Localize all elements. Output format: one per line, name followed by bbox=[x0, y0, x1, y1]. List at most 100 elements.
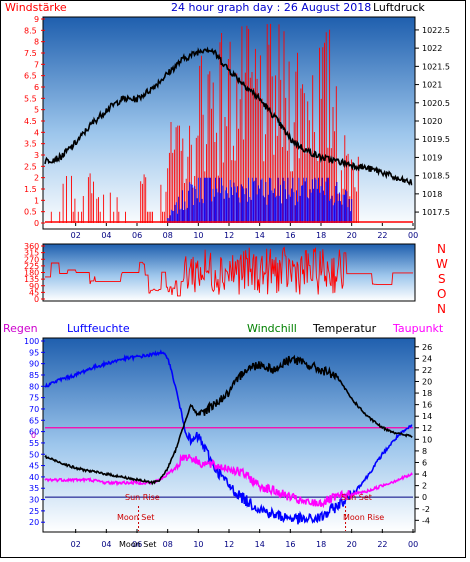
bottom-x-tick-label: 14 bbox=[255, 540, 265, 549]
compass-s: S bbox=[438, 272, 446, 286]
wind-tick-label: 1 bbox=[34, 196, 39, 205]
humidity-tick-label: 40 bbox=[29, 473, 39, 482]
bottom-x-tick-label: 18 bbox=[316, 540, 326, 549]
wind-tick-label: 5.5 bbox=[24, 94, 37, 103]
top-x-tick-label: 08 bbox=[163, 231, 173, 240]
direction-tick-label: 180 bbox=[24, 269, 39, 278]
pressure-tick-label: 1022.5 bbox=[422, 26, 450, 35]
bottom-x-tick-label: 00 bbox=[408, 540, 418, 549]
temperature-tick-label: 0 bbox=[422, 493, 427, 502]
direction-tick-label: 360 bbox=[24, 242, 39, 251]
temperature-label: Temperatur bbox=[312, 322, 377, 335]
wind-tick-label: 3.5 bbox=[24, 140, 37, 149]
direction-tick-label: 0 bbox=[34, 295, 39, 304]
temperature-tick-label: 26 bbox=[422, 343, 432, 352]
top-x-tick-label: 02 bbox=[71, 231, 81, 240]
top-x-tick-label: 14 bbox=[255, 231, 265, 240]
sun-set-label: Sun Set bbox=[341, 493, 372, 502]
compass-n-bottom: N bbox=[437, 302, 446, 316]
humidity-tick-label: 100 bbox=[24, 337, 39, 346]
direction-tick-label: 135 bbox=[24, 275, 39, 284]
humidity-tick-label: 25 bbox=[29, 507, 39, 516]
humidity-tick-label: 45 bbox=[29, 462, 39, 471]
wind-tick-label: 2.5 bbox=[24, 162, 37, 171]
humidity-label: Luftfeuchte bbox=[67, 322, 130, 335]
bottom-x-tick-label: 12 bbox=[224, 540, 234, 549]
wind-tick-label: 0 bbox=[34, 219, 39, 228]
direction-tick-label: 270 bbox=[24, 255, 39, 264]
rain-zero-label: 0 bbox=[31, 431, 36, 440]
bottom-x-tick-label: 16 bbox=[285, 540, 295, 549]
compass-o: O bbox=[437, 287, 446, 301]
wind-strength-label: Windstärke bbox=[5, 1, 67, 14]
humidity-tick-label: 20 bbox=[29, 518, 39, 527]
humidity-tick-label: 65 bbox=[29, 416, 39, 425]
temperature-tick-label: 12 bbox=[422, 424, 432, 433]
wind-tick-label: 4 bbox=[34, 128, 39, 137]
top-x-tick-label: 12 bbox=[224, 231, 234, 240]
top-x-tick-label: 06 bbox=[132, 231, 142, 240]
temperature-tick-label: 24 bbox=[422, 354, 432, 363]
bottom-x-tick-label: 02 bbox=[71, 540, 81, 549]
humidity-tick-label: 80 bbox=[29, 382, 39, 391]
temperature-tick-label: 2 bbox=[422, 482, 427, 491]
wind-tick-label: 5 bbox=[34, 106, 39, 115]
top-x-tick-label: 18 bbox=[316, 231, 326, 240]
pressure-tick-label: 1020.5 bbox=[422, 99, 450, 108]
pressure-tick-label: 1017.5 bbox=[422, 208, 450, 217]
pressure-tick-label: 1021 bbox=[422, 81, 442, 90]
temperature-tick-label: 20 bbox=[422, 377, 432, 386]
wind-tick-label: 7.5 bbox=[24, 49, 37, 58]
direction-tick-label: 45 bbox=[29, 288, 39, 297]
temperature-series bbox=[44, 354, 413, 486]
wind-gust-series bbox=[50, 23, 359, 223]
direction-tick-label: 225 bbox=[24, 262, 39, 271]
direction-tick-label: 315 bbox=[24, 249, 39, 258]
temperature-tick-label: 10 bbox=[422, 435, 432, 444]
temperature-tick-label: -4 bbox=[422, 516, 430, 525]
moon-set-label: Moon Set bbox=[117, 513, 154, 522]
temperature-tick-label: 16 bbox=[422, 401, 432, 410]
pressure-tick-label: 1022 bbox=[422, 44, 442, 53]
wind-average-series bbox=[167, 177, 353, 223]
temperature-tick-label: 4 bbox=[422, 470, 427, 479]
wind-tick-label: 2 bbox=[34, 174, 39, 183]
bottom-x-tick-label: 04 bbox=[101, 540, 111, 549]
wind-tick-label: 6.5 bbox=[24, 72, 37, 81]
bottom-x-tick-label: 20 bbox=[347, 540, 357, 549]
pressure-tick-label: 1020 bbox=[422, 117, 442, 126]
humidity-tick-label: 55 bbox=[29, 439, 39, 448]
sun-rise-label: Sun Rise bbox=[125, 493, 160, 502]
bottom-x-tick-label: 06 bbox=[132, 540, 142, 549]
top-x-tick-label: 04 bbox=[101, 231, 111, 240]
wind-tick-label: 4.5 bbox=[24, 117, 37, 126]
humidity-tick-label: 90 bbox=[29, 360, 39, 369]
direction-tick-label: 90 bbox=[29, 282, 39, 291]
moon-set-axis-label: Moon Set bbox=[119, 540, 156, 549]
humidity-tick-label: 95 bbox=[29, 348, 39, 357]
humidity-tick-label: 35 bbox=[29, 484, 39, 493]
wind-tick-label: 8 bbox=[34, 38, 39, 47]
bottom-x-tick-label: 10 bbox=[193, 540, 203, 549]
bottom-x-tick-label: 08 bbox=[163, 540, 173, 549]
humidity-tick-label: 75 bbox=[29, 394, 39, 403]
wind-direction-series bbox=[45, 246, 413, 297]
compass-w: W bbox=[436, 257, 448, 271]
bottom-plot-area bbox=[42, 337, 416, 533]
top-x-tick-label: 10 bbox=[193, 231, 203, 240]
top-x-tick-label: 20 bbox=[347, 231, 357, 240]
top-x-tick-label: 22 bbox=[377, 231, 387, 240]
pressure-tick-label: 1018 bbox=[422, 190, 442, 199]
humidity-tick-label: 50 bbox=[29, 450, 39, 459]
pressure-tick-label: 1019.5 bbox=[422, 135, 450, 144]
dewpoint-label: Taupunkt bbox=[392, 322, 444, 335]
page-title: 24 hour graph day : 26 August 2018 bbox=[171, 1, 371, 14]
top-x-tick-label: 16 bbox=[285, 231, 295, 240]
compass-n-top: N bbox=[437, 242, 446, 256]
wind-tick-label: 7 bbox=[34, 60, 39, 69]
temperature-tick-label: 22 bbox=[422, 366, 432, 375]
dewpoint-series bbox=[44, 453, 413, 509]
pressure-series bbox=[44, 46, 413, 186]
top-x-tick-label: 00 bbox=[408, 231, 418, 240]
